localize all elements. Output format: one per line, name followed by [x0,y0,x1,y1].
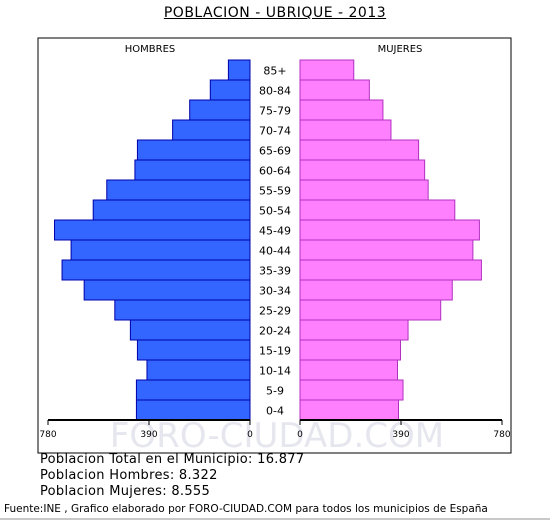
age-label-15-19: 15-19 [259,345,291,358]
women-bar-35-39 [299,259,482,281]
footer-divider [0,518,550,520]
age-label-65-69: 65-69 [259,145,291,158]
men-bar-10-14 [146,359,251,381]
age-label-45-49: 45-49 [259,225,291,238]
women-bar-20-24 [299,319,409,341]
women-bar-10-14 [299,359,398,381]
men-bar-60-64 [134,159,251,181]
women-bar-15-19 [299,339,402,361]
men-bar-40-44 [70,239,251,261]
age-label-25-29: 25-29 [259,305,291,318]
men-bar-30-34 [83,279,251,301]
men-bar-55-59 [106,179,251,201]
age-label-30-34: 30-34 [259,285,291,298]
age-label-55-59: 55-59 [259,185,291,198]
age-label-20-24: 20-24 [259,325,291,338]
men-bar-85+ [227,59,251,81]
men-bar-65-69 [136,139,251,161]
women-x-0-tick-label: 0 [297,430,303,440]
watermark-text: FORO-CIUDAD.COM [110,416,444,456]
women-bar-30-34 [299,279,453,301]
age-label-0-4: 0-4 [266,405,284,418]
women-x-390-tick-label: 390 [392,430,409,440]
men-bar-50-54 [92,199,251,221]
age-label-5-9: 5-9 [266,385,284,398]
men-bar-75-79 [189,99,251,121]
men-bar-15-19 [136,339,251,361]
age-label-80-84: 80-84 [259,85,291,98]
women-bar-70-74 [299,119,392,141]
men-bar-45-49 [54,219,251,241]
women-legend-label: MUJERES [378,44,423,55]
women-population-text: Poblacion Mujeres: 8.555 [40,484,211,499]
source-footer: Fuente:INE , Grafico elaborado por FORO-… [4,503,488,515]
age-label-40-44: 40-44 [259,245,291,258]
women-bar-65-69 [299,139,420,161]
women-bar-40-44 [299,239,474,261]
men-legend-label: HOMBRES [125,44,176,55]
women-bar-0-4 [299,399,400,421]
men-population-text: Poblacion Hombres: 8.322 [40,468,218,483]
chart-title-text: POBLACION - UBRIQUE - 2013 [163,5,387,21]
age-label-70-74: 70-74 [259,125,291,138]
men-x-0-tick-label: 0 [247,430,253,440]
age-label-10-14: 10-14 [259,365,291,378]
age-label-60-64: 60-64 [259,165,291,178]
men-x-780-tick-label: 780 [39,430,56,440]
women-bar-5-9 [299,379,404,401]
men-bar-20-24 [129,319,251,341]
men-bar-0-4 [135,399,251,421]
men-bar-80-84 [209,79,251,101]
women-bar-55-59 [299,179,429,201]
women-bar-75-79 [299,99,384,121]
women-bar-45-49 [299,219,480,241]
age-label-50-54: 50-54 [259,205,291,218]
chart-title: POBLACION - UBRIQUE - 2013 [0,5,550,21]
women-bar-50-54 [299,199,456,221]
men-bar-5-9 [135,379,251,401]
men-bar-35-39 [61,259,251,281]
age-label-35-39: 35-39 [259,265,291,278]
men-x-390-tick-label: 390 [140,430,157,440]
women-x-780-tick-label: 780 [493,430,510,440]
women-bar-80-84 [299,79,370,101]
age-label-85+: 85+ [263,65,286,78]
women-bar-85+ [299,59,355,81]
women-bar-25-29 [299,299,442,321]
total-population-text: Poblacion Total en el Municipio: 16.877 [40,452,305,467]
bars-group [54,59,482,421]
age-label-75-79: 75-79 [259,105,291,118]
age-labels-group: 85+ 80-84 75-79 70-74 65-69 60-64 55-59 50-54 45… [259,65,291,418]
axis-ticks-group: 780 390 0 0 390 780 [39,420,511,440]
women-bar-60-64 [299,159,426,181]
men-bar-25-29 [114,299,251,321]
men-bar-70-74 [172,119,251,141]
